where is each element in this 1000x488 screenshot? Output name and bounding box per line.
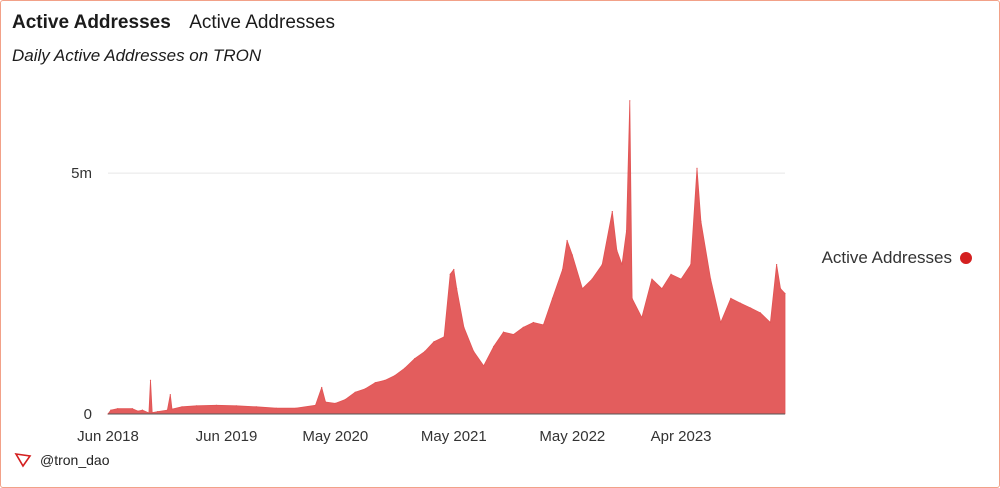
data-point xyxy=(629,100,631,102)
data-point xyxy=(364,388,366,390)
data-point xyxy=(661,288,663,290)
legend[interactable]: Active Addresses xyxy=(822,248,972,268)
data-point xyxy=(601,264,603,266)
series-area xyxy=(107,100,786,415)
data-point xyxy=(149,379,152,381)
data-point xyxy=(483,365,485,367)
data-point xyxy=(324,401,327,403)
axis-layer: 0 5m Jun 2018 Jun 2019 May 2020 May 2021 May 2… xyxy=(71,165,785,445)
data-point xyxy=(776,264,778,266)
footer: @tron_dao xyxy=(14,452,109,468)
data-point xyxy=(720,321,722,324)
data-point xyxy=(784,292,786,295)
data-point xyxy=(453,268,455,271)
legend-dot-icon xyxy=(960,252,972,264)
data-point xyxy=(314,404,317,406)
data-point xyxy=(275,407,277,409)
data-point xyxy=(295,407,297,409)
data-point xyxy=(141,409,143,411)
data-point xyxy=(215,404,217,406)
chart-name: Active Addresses xyxy=(189,12,335,33)
data-point xyxy=(513,333,515,336)
data-point xyxy=(562,268,564,271)
data-point xyxy=(384,379,386,381)
data-point xyxy=(621,264,623,266)
data-point xyxy=(616,249,618,251)
footer-handle[interactable]: @tron_dao xyxy=(40,452,110,468)
data-point xyxy=(769,321,772,324)
data-point xyxy=(449,273,451,275)
data-point xyxy=(532,321,535,324)
legend-label: Active Addresses xyxy=(821,248,952,267)
data-point xyxy=(169,394,171,396)
chart-header: Active Addresses Active Addresses xyxy=(12,12,335,38)
x-tick-label: May 2022 xyxy=(539,428,605,445)
data-point xyxy=(551,297,554,299)
x-tick-label: May 2021 xyxy=(421,428,487,445)
data-point xyxy=(414,358,416,360)
data-point xyxy=(739,302,742,304)
tron-logo-icon xyxy=(14,452,32,468)
data-point xyxy=(354,391,356,393)
chart-subtitle: Daily Active Addresses on TRON xyxy=(12,46,262,65)
data-point xyxy=(374,382,376,384)
x-tick-label: Jun 2019 xyxy=(196,428,258,445)
series-layer xyxy=(107,100,786,415)
data-point xyxy=(424,350,426,352)
data-point xyxy=(137,410,139,412)
chart-title: Active Addresses xyxy=(12,12,171,33)
data-point xyxy=(542,324,545,326)
data-point xyxy=(148,412,150,414)
data-point xyxy=(759,312,761,314)
data-point xyxy=(670,273,672,275)
x-tick-label: May 2020 xyxy=(302,428,368,445)
y-tick-label: 5m xyxy=(71,165,92,182)
data-point xyxy=(680,278,682,280)
data-point xyxy=(730,297,732,299)
data-point xyxy=(235,405,237,407)
data-point xyxy=(611,211,613,213)
data-point xyxy=(456,288,458,290)
data-point xyxy=(700,220,702,222)
data-point xyxy=(631,297,633,299)
data-point xyxy=(522,326,524,328)
data-point xyxy=(651,278,653,280)
data-point xyxy=(502,331,505,333)
data-point xyxy=(196,405,198,407)
data-point xyxy=(131,408,133,410)
data-point xyxy=(334,402,336,404)
data-point xyxy=(473,350,475,352)
y-tick-label: 0 xyxy=(84,406,92,423)
data-point xyxy=(321,386,323,389)
data-point xyxy=(404,367,406,369)
data-point xyxy=(171,408,173,410)
data-point xyxy=(493,345,495,348)
data-point xyxy=(581,288,584,290)
data-point xyxy=(181,406,183,408)
data-point xyxy=(710,278,712,280)
data-point xyxy=(344,398,346,401)
data-point xyxy=(690,264,692,266)
data-point xyxy=(566,239,568,242)
data-point xyxy=(641,317,643,319)
data-point xyxy=(463,326,465,328)
data-point xyxy=(110,409,112,411)
data-point xyxy=(151,412,153,414)
x-tick-label: Jun 2018 xyxy=(77,428,139,445)
data-point xyxy=(696,167,698,169)
data-point xyxy=(433,341,435,343)
data-point xyxy=(779,288,782,290)
data-point xyxy=(443,336,445,338)
data-point xyxy=(255,406,257,408)
data-point xyxy=(117,408,119,410)
data-point xyxy=(625,230,628,232)
data-point xyxy=(394,374,396,377)
data-point xyxy=(571,254,573,256)
data-point xyxy=(591,278,593,280)
data-point xyxy=(750,307,752,309)
data-point xyxy=(166,409,168,411)
data-point xyxy=(157,411,159,413)
x-tick-label: Apr 2023 xyxy=(651,428,712,445)
